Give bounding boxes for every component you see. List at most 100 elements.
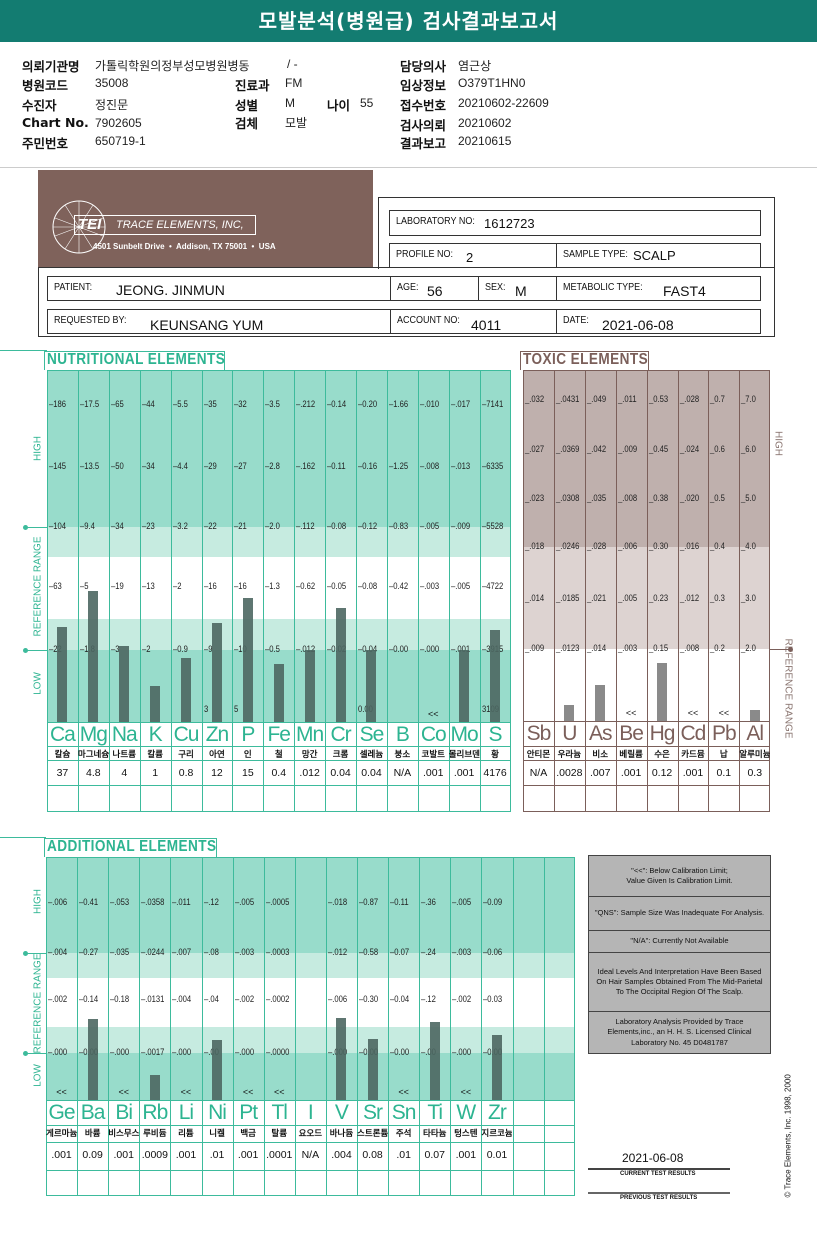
account-no-field: ACCOUNT NO: 4011	[390, 309, 557, 334]
tick-label: –.0358	[141, 897, 165, 907]
tick-label: _.020	[679, 493, 699, 503]
tick-label: –.017	[450, 399, 470, 409]
element-column	[708, 370, 739, 812]
row-divider	[47, 722, 511, 723]
element-result: .01	[209, 1149, 225, 1161]
tick-label: –0.42	[388, 581, 409, 591]
tick-label: –.012	[327, 947, 348, 957]
hospital-code-value: 35008	[95, 76, 129, 90]
element-result: 1	[152, 767, 159, 779]
sex-field: SEX: M	[478, 276, 557, 301]
tick-label: –29	[203, 461, 217, 471]
below-limit-marker: <<	[460, 1087, 472, 1097]
tick-label: –0.00	[390, 1047, 410, 1057]
reference-marker-dot	[23, 525, 28, 530]
tick-label: _.008	[679, 643, 699, 653]
tick-label: –.002	[452, 994, 472, 1004]
lab-no-field: LABORATORY NO: 1612723	[389, 210, 761, 236]
element-result: N/A	[529, 767, 548, 779]
tick-label: _.011	[617, 394, 637, 404]
tick-label: –.002	[234, 994, 254, 1004]
result-bar	[335, 608, 346, 722]
tick-label: –13	[141, 581, 155, 591]
element-name-ko: 칼슘	[54, 750, 71, 760]
profile-field: PROFILE NO: 2	[389, 243, 557, 268]
tick-label: –.000	[172, 1047, 192, 1057]
tick-label: _.014	[586, 643, 606, 653]
tick-label: _.049	[586, 394, 606, 404]
side-label-high: HIGH	[32, 436, 44, 461]
tick-label: –.000	[110, 1047, 130, 1057]
clinical-label: 임상정보	[400, 78, 447, 93]
tick-label: –.012	[296, 644, 316, 654]
tick-label: –0.18	[110, 994, 130, 1004]
element-symbol: Se	[359, 723, 385, 746]
tick-label: –35	[203, 399, 217, 409]
tick-label: _.028	[586, 541, 606, 551]
element-column	[615, 370, 647, 812]
tick-label: –0.9	[172, 644, 188, 654]
tick-label: –.005	[452, 897, 472, 907]
result-bar	[595, 685, 606, 721]
sex-value: M	[515, 283, 527, 299]
tick-label: _0.6	[710, 444, 726, 454]
tick-label: _0.3	[710, 593, 726, 603]
reference-marker-line	[25, 1053, 46, 1054]
element-symbol: P	[241, 723, 255, 746]
tick-label: _0.30	[648, 541, 668, 551]
tick-label: –65	[110, 399, 124, 409]
patient-name-value: JEONG. JINMUN	[116, 282, 225, 298]
below-limit-marker: <<	[56, 1087, 67, 1097]
element-result: 15	[241, 767, 254, 779]
element-symbol: K	[148, 723, 163, 746]
element-name-ko: 붕소	[394, 750, 411, 760]
element-result: .001	[51, 1149, 72, 1161]
element-column	[232, 370, 263, 812]
current-results-label: CURRENT TEST RESULTS	[620, 1171, 696, 1177]
tick-label: –.001	[450, 644, 470, 654]
reference-marker-line	[770, 649, 790, 650]
below-limit-marker: <<	[687, 708, 699, 718]
age-value: 55	[360, 96, 374, 110]
chart-title-frame	[520, 351, 649, 370]
element-column	[170, 370, 202, 812]
current-test-date: 2021-06-08	[622, 1151, 684, 1165]
tick-label: _.0185	[555, 593, 580, 603]
reference-marker-line	[25, 650, 47, 651]
element-name-ko: 수은	[654, 750, 670, 760]
tick-label: –.003	[419, 581, 439, 591]
tick-label: –.212	[296, 399, 316, 409]
tick-label: –1.25	[388, 461, 409, 471]
element-result: .001	[455, 1149, 477, 1161]
tick-label: –.000	[419, 644, 439, 654]
metabolic-type-label: METABOLIC TYPE:	[563, 282, 643, 293]
chart-band	[46, 953, 575, 978]
doctor-label: 담당의사	[400, 59, 447, 74]
report-title: 모발분석(병원급) 검사결과보고서	[0, 0, 817, 42]
tick-label: –.005	[234, 897, 254, 907]
element-name-ko: 납	[719, 750, 728, 760]
result-bar	[564, 704, 575, 721]
legend-provider: Laboratory Analysis Provided by Trace El…	[588, 1011, 771, 1054]
element-column	[543, 857, 575, 1196]
element-symbol: Mn	[296, 723, 324, 746]
element-name-ko: 크롬	[332, 750, 349, 760]
tick-label: –.00	[421, 1047, 437, 1057]
tick-label: –6335	[481, 461, 503, 471]
element-column	[325, 857, 357, 1196]
specimen-label: 검체	[235, 116, 259, 131]
element-column	[47, 370, 78, 812]
tick-label: –.004	[172, 994, 192, 1004]
element-column	[263, 370, 294, 812]
element-result: .004	[331, 1149, 352, 1161]
tick-label: –17.5	[79, 399, 100, 409]
element-result: 4	[121, 767, 128, 779]
element-name-ko: 주석	[395, 1129, 412, 1139]
result-bar	[212, 1039, 223, 1100]
result-bar	[429, 1022, 440, 1100]
chart-band	[46, 1053, 575, 1100]
tick-label: –0.14	[79, 994, 99, 1004]
below-limit-marker: <<	[625, 708, 637, 718]
element-result: .001	[682, 767, 704, 779]
institution-value: 가톨릭학원의정부성모병원병동	[95, 59, 250, 73]
